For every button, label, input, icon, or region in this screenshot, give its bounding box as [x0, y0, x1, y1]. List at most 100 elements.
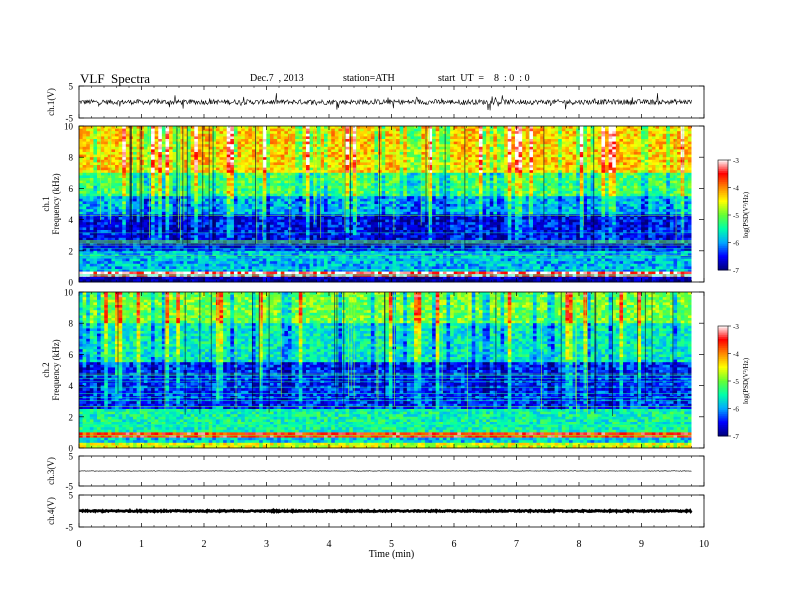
- ch1-spectrogram-cell: [205, 141, 210, 145]
- ch1-spectrogram-cell: [197, 185, 202, 189]
- ch1-spectrogram-cell: [648, 175, 653, 179]
- ch1-spectrogram-cell: [576, 154, 581, 158]
- ch1-spectrogram-cell: [468, 180, 473, 184]
- ch1-spectrogram-cell: [154, 185, 159, 189]
- ch1-spectrogram-cell: [370, 126, 375, 129]
- ch1-spectrogram-cell: [381, 128, 386, 132]
- ch1-spectrogram-cell: [302, 180, 307, 184]
- ch1-spectrogram-cell: [630, 128, 635, 132]
- ch1-spectrogram-cell: [630, 131, 635, 135]
- ch1-spectrogram-cell: [280, 141, 285, 145]
- ch1-spectrogram-cell: [237, 191, 242, 194]
- ch1-spectrogram-cell: [115, 152, 120, 155]
- ch1-spectrogram-cell: [97, 178, 102, 181]
- ch1-spectrogram-cell: [453, 165, 458, 168]
- ch1-spectrogram-cell: [136, 136, 141, 140]
- ch1-spectrogram-cell: [612, 128, 617, 132]
- ch1-spectrogram-cell: [215, 185, 220, 189]
- ch1-spectrogram-cell: [169, 185, 174, 189]
- ch1-spectrogram-cell: [641, 141, 646, 145]
- ch1-spectrogram-cell: [630, 126, 635, 129]
- ch1-spectrogram-cell: [269, 180, 274, 184]
- ch1-spectrogram-cell: [111, 154, 116, 158]
- ch1-spectrogram-cell: [651, 152, 656, 155]
- ch1-spectrogram-cell: [93, 149, 98, 153]
- ch1-spectrogram-cell: [187, 157, 192, 161]
- ch1-spectrogram-cell: [489, 193, 494, 197]
- ch1-spectrogram-cell: [338, 172, 343, 176]
- ch1-spectrogram-cell: [677, 149, 682, 153]
- ch1-spectrogram-cell: [558, 188, 563, 192]
- ch1-spectrogram-cell: [514, 183, 519, 187]
- ch1-spectrogram-cell: [115, 185, 120, 189]
- ch1-spectrogram-cell: [399, 167, 404, 171]
- ch1-spectrogram-cell: [295, 188, 300, 192]
- ch1-spectrogram-cell: [500, 126, 505, 129]
- ch1-spectrogram-cell: [514, 185, 519, 189]
- ch1-spectrogram-cell: [262, 191, 267, 194]
- ch1-spectrogram-cell: [579, 162, 584, 166]
- ch1-spectrogram-cell: [579, 136, 584, 140]
- ch1-spectrogram-cell: [529, 178, 534, 181]
- ch1-spectrogram-cell: [493, 144, 498, 148]
- ch1-spectrogram-cell: [532, 154, 537, 158]
- ch1-spectrogram-cell: [464, 165, 469, 168]
- ch1-spectrogram-cell: [111, 136, 116, 140]
- ch1-spectrogram-cell: [450, 165, 455, 168]
- ch1-spectrogram-cell: [320, 152, 325, 155]
- ch1-spectrogram-cell: [529, 146, 534, 150]
- ch1-spectrogram-cell: [615, 157, 620, 161]
- ch1-spectrogram-cell: [197, 128, 202, 132]
- ch1-spectrogram-cell: [169, 180, 174, 184]
- ch1-spectrogram-cell: [547, 180, 552, 184]
- ch1-spectrogram-cell: [468, 172, 473, 176]
- ch1-spectrogram-cell: [82, 196, 87, 200]
- ch1-spectrogram-cell: [140, 180, 145, 184]
- ch1-spectrogram-cell: [107, 136, 112, 140]
- ch1-spectrogram-cell: [172, 133, 177, 137]
- ch1-spectrogram-cell: [518, 193, 523, 197]
- ch1-spectrogram-cell: [305, 191, 310, 194]
- ch1-spectrogram-cell: [356, 126, 361, 129]
- ch1-spectrogram-cell: [518, 183, 523, 187]
- ch1-spectrogram-cell: [97, 172, 102, 176]
- ch1-spectrogram-cell: [331, 175, 336, 179]
- ch1-spectrogram-cell: [525, 141, 530, 145]
- ch1-spectrogram-cell: [424, 185, 429, 189]
- ch1-spectrogram-cell: [183, 162, 188, 166]
- ch1-spectrogram-cell: [140, 193, 145, 197]
- ch1-spectrogram-cell: [547, 165, 552, 168]
- ch1-spectrogram-cell: [601, 165, 606, 168]
- ch1-spectrogram-cell: [388, 149, 393, 153]
- ch1-spectrogram-cell: [205, 170, 210, 174]
- ch1-spectrogram-cell: [410, 152, 415, 155]
- ch1-spectrogram-cell: [601, 162, 606, 166]
- ch1-spectrogram-cell: [540, 183, 545, 187]
- ch1-spectrogram-cell: [370, 128, 375, 132]
- ch1-spectrogram-cell: [208, 193, 213, 197]
- ch1-spectrogram-cell: [295, 146, 300, 150]
- ch1-spectrogram-cell: [107, 131, 112, 135]
- ch1-spectrogram-cell: [79, 183, 83, 187]
- ch1-spectrogram-cell: [594, 128, 599, 132]
- ch1-spectrogram-cell: [154, 139, 159, 142]
- ch1-spectrogram-cell: [496, 136, 501, 140]
- ch1-spectrogram-cell: [233, 157, 238, 161]
- ch1-spectrogram-cell: [554, 170, 559, 174]
- ch1-spectrogram-cell: [410, 167, 415, 171]
- ch1-spectrogram-cell: [547, 188, 552, 192]
- ch1-spectrogram-cell: [399, 193, 404, 197]
- ch1-spectrogram-cell: [385, 146, 390, 150]
- ch1-spectrogram-cell: [320, 191, 325, 194]
- ch1-spectrogram-cell: [179, 175, 184, 179]
- ch1-spectrogram-cell: [237, 159, 242, 163]
- ch1-spectrogram-cell: [266, 141, 271, 145]
- ch1-spectrogram-cell: [143, 191, 148, 194]
- ch1-spectrogram-cell: [233, 144, 238, 148]
- ch1-spectrogram-cell: [669, 141, 674, 145]
- ch1-spectrogram-cell: [215, 178, 220, 181]
- ch1-spectrogram-cell: [111, 170, 116, 174]
- ch1-spectrogram-cell: [241, 144, 246, 148]
- ch1-spectrogram-cell: [205, 180, 210, 184]
- ch1-spectrogram-cell: [251, 162, 256, 166]
